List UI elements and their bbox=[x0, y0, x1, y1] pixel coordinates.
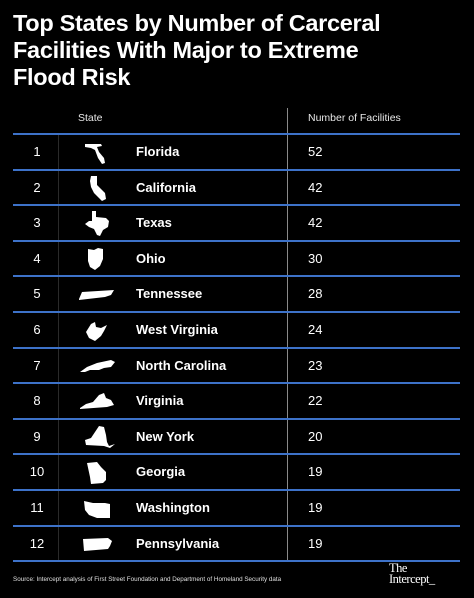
column-divider bbox=[287, 108, 288, 560]
row-divider bbox=[13, 311, 460, 313]
facility-count: 23 bbox=[308, 357, 323, 373]
chart-title: Top States by Number of Carceral Facilit… bbox=[13, 10, 463, 91]
new-york-shape-icon bbox=[77, 423, 117, 451]
logo-line-1: The bbox=[389, 561, 407, 575]
table-row: 10 Georgia 19 bbox=[0, 454, 474, 489]
facility-count: 30 bbox=[308, 250, 323, 266]
title-line-2: Facilities With Major to Extreme bbox=[13, 37, 359, 63]
state-name: Florida bbox=[136, 144, 180, 159]
table-row: 1 Florida 52 bbox=[0, 134, 474, 169]
row-divider bbox=[13, 275, 460, 277]
north-carolina-shape-icon bbox=[77, 352, 117, 380]
rank-cell: 5 bbox=[33, 286, 41, 302]
facility-count: 19 bbox=[308, 535, 323, 551]
state-name: Washington bbox=[136, 500, 210, 515]
the-intercept-logo: The Intercept_ bbox=[389, 561, 463, 586]
row-divider bbox=[13, 240, 460, 242]
state-name: Georgia bbox=[136, 464, 186, 480]
florida-shape-icon bbox=[77, 138, 117, 166]
title-line-1: Top States by Number of Carceral bbox=[13, 10, 381, 36]
facility-count: 24 bbox=[308, 322, 323, 337]
facility-count: 42 bbox=[308, 215, 323, 231]
rank-cell: 1 bbox=[33, 144, 41, 159]
pennsylvania-shape-icon bbox=[77, 530, 117, 558]
source-note: Source: Intercept analysis of First Stre… bbox=[13, 576, 282, 583]
state-name: Virginia bbox=[136, 393, 184, 409]
rank-cell: 6 bbox=[33, 322, 41, 337]
washington-shape-icon bbox=[77, 494, 117, 522]
table-row: 9 New York 20 bbox=[0, 419, 474, 454]
rank-cell: 3 bbox=[33, 215, 41, 231]
table-row: 4 Ohio 30 bbox=[0, 241, 474, 276]
table-row: 2 California 42 bbox=[0, 170, 474, 205]
facility-count: 19 bbox=[308, 500, 323, 515]
row-divider bbox=[13, 347, 460, 349]
state-name: California bbox=[136, 179, 196, 195]
tennessee-shape-icon bbox=[77, 280, 117, 308]
rank-cell: 8 bbox=[33, 393, 41, 409]
facility-count: 52 bbox=[308, 144, 323, 159]
facility-count: 28 bbox=[308, 286, 323, 302]
row-divider bbox=[13, 525, 460, 527]
california-shape-icon bbox=[77, 174, 117, 202]
west-virginia-shape-icon bbox=[77, 316, 117, 344]
rank-cell: 9 bbox=[33, 428, 41, 444]
table-row: 8 Virginia 22 bbox=[0, 383, 474, 418]
facility-count: 42 bbox=[308, 179, 323, 195]
state-name: New York bbox=[136, 428, 195, 444]
state-column-header: State bbox=[78, 112, 103, 124]
state-name: Texas bbox=[136, 215, 172, 231]
state-name: Ohio bbox=[136, 250, 166, 266]
state-name: Tennessee bbox=[136, 286, 203, 302]
state-name: North Carolina bbox=[136, 357, 227, 373]
rank-cell: 2 bbox=[33, 179, 41, 195]
row-divider bbox=[13, 418, 460, 420]
table-row: 3 Texas 42 bbox=[0, 205, 474, 240]
title-line-3: Flood Risk bbox=[13, 64, 131, 90]
row-divider bbox=[13, 382, 460, 384]
facility-count: 20 bbox=[308, 428, 323, 444]
rank-cell: 12 bbox=[29, 535, 45, 551]
row-divider bbox=[13, 169, 460, 171]
row-divider bbox=[13, 560, 460, 562]
rank-cell: 4 bbox=[33, 250, 41, 266]
table-row: 6 West Virginia 24 bbox=[0, 312, 474, 347]
row-divider bbox=[13, 204, 460, 206]
facility-count: 22 bbox=[308, 393, 323, 409]
virginia-shape-icon bbox=[77, 387, 117, 415]
texas-shape-icon bbox=[77, 209, 117, 237]
rank-cell: 7 bbox=[33, 357, 41, 373]
row-divider bbox=[13, 453, 460, 455]
state-name: West Virginia bbox=[136, 322, 218, 337]
table-row: 7 North Carolina 23 bbox=[0, 348, 474, 383]
ohio-shape-icon bbox=[77, 245, 117, 273]
row-divider bbox=[13, 489, 460, 491]
rank-cell: 11 bbox=[30, 500, 44, 515]
facility-count: 19 bbox=[308, 464, 323, 480]
table-row: 5 Tennessee 28 bbox=[0, 276, 474, 311]
state-name: Pennsylvania bbox=[136, 535, 220, 551]
logo-line-2: Intercept_ bbox=[389, 572, 435, 586]
count-column-header: Number of Facilities bbox=[308, 112, 401, 124]
rank-cell: 10 bbox=[29, 464, 45, 480]
table-row: 11 Washington 19 bbox=[0, 490, 474, 525]
table-row: 12 Pennsylvania 19 bbox=[0, 526, 474, 561]
georgia-shape-icon bbox=[77, 458, 117, 486]
row-divider bbox=[13, 133, 460, 135]
